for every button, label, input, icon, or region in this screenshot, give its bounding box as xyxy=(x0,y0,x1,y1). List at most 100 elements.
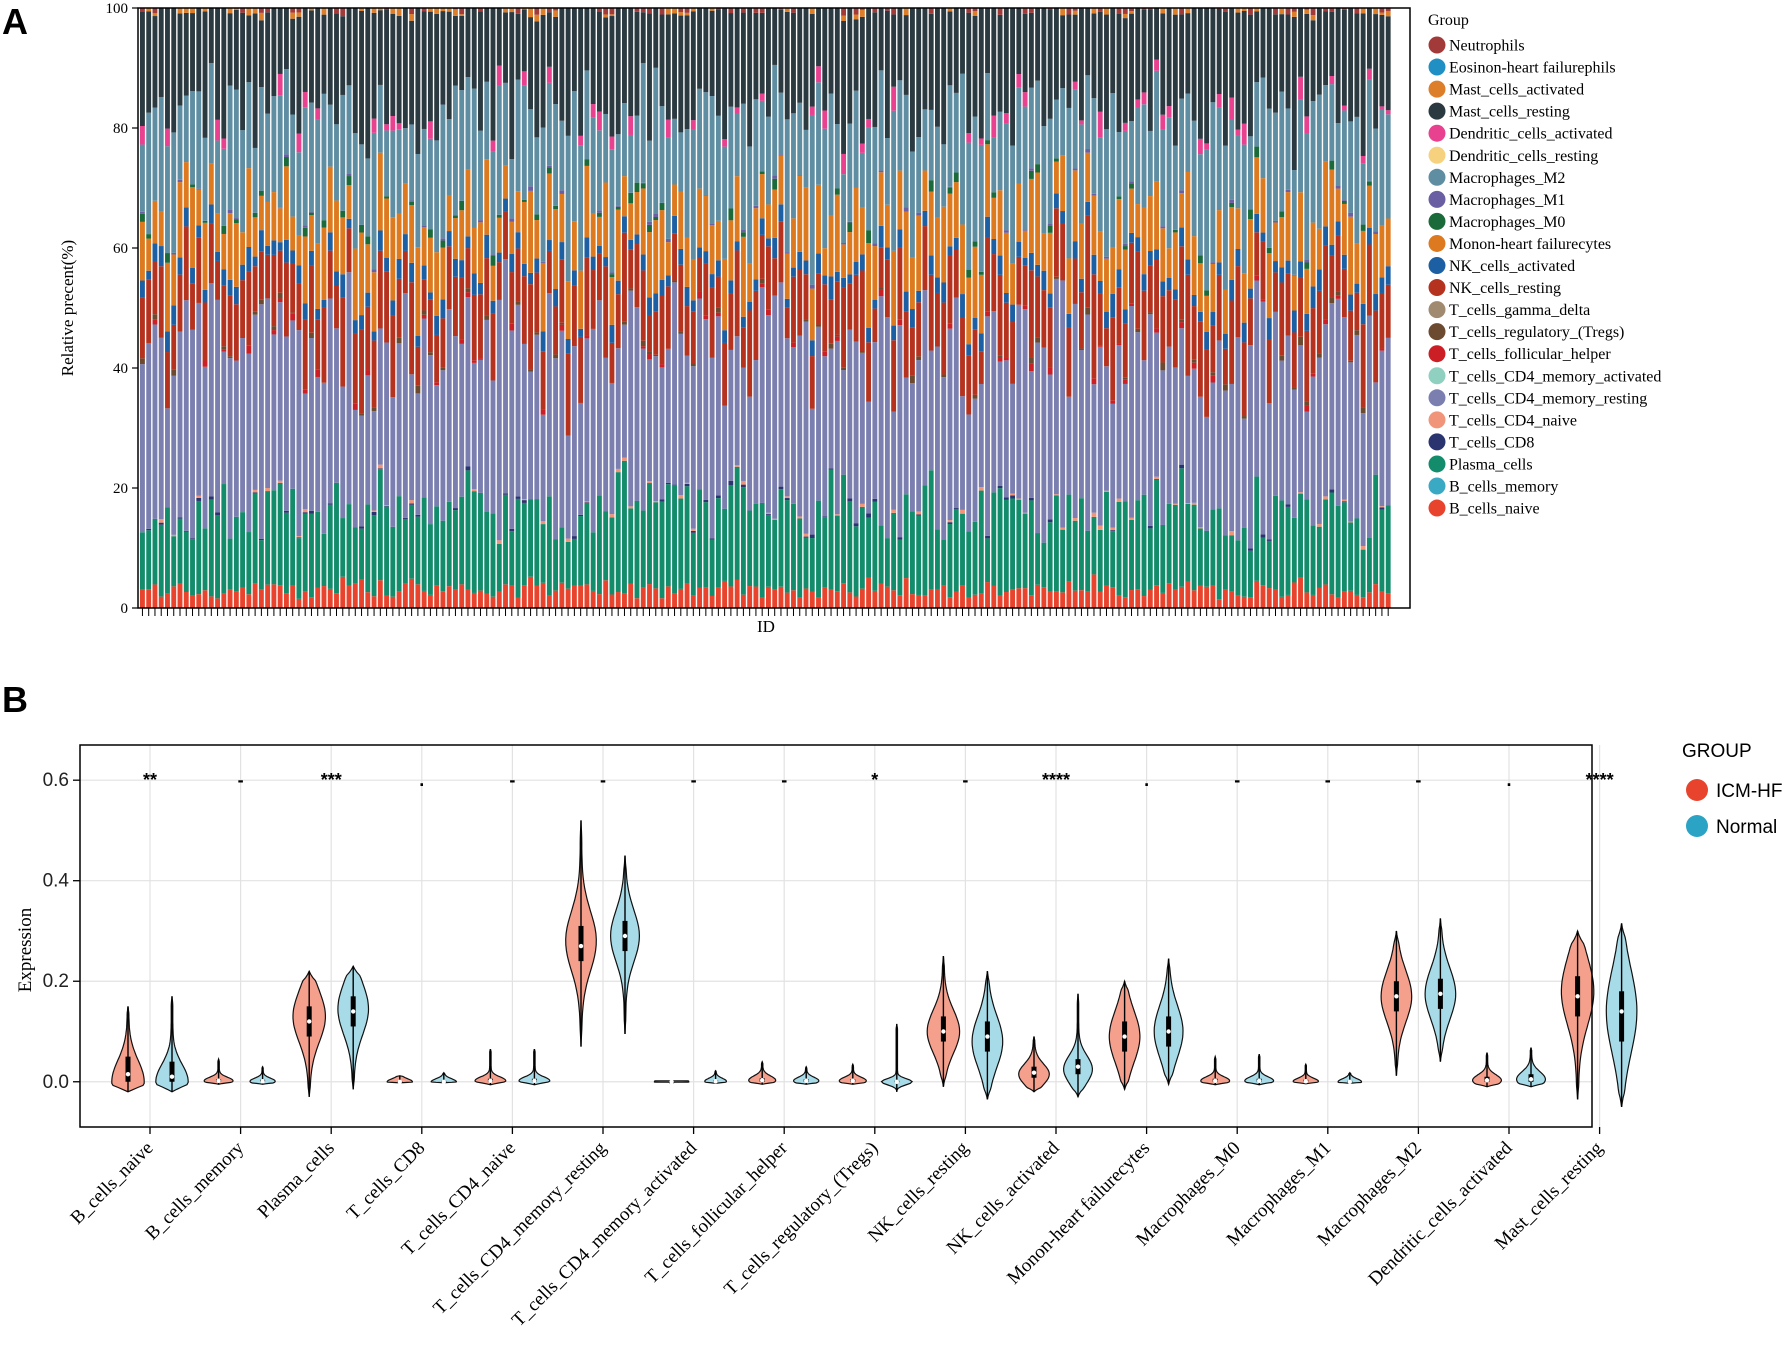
bar-segment xyxy=(1160,524,1166,593)
violin-median xyxy=(713,1079,718,1084)
bar-segment xyxy=(1035,584,1041,608)
bar-segment xyxy=(340,518,346,577)
bar-segment xyxy=(753,290,759,361)
bar-segment xyxy=(384,506,390,507)
bar-segment xyxy=(571,346,577,537)
violin xyxy=(565,820,597,1047)
bar-segment xyxy=(196,302,202,496)
bar-segment xyxy=(578,8,584,136)
bar-segment xyxy=(653,354,659,357)
bar-segment xyxy=(484,258,490,316)
violin-box xyxy=(125,1056,131,1082)
bar-segment xyxy=(747,263,753,302)
sample-bar xyxy=(1035,8,1041,608)
bar-segment xyxy=(647,224,652,233)
bar-segment xyxy=(1329,8,1335,12)
bar-segment xyxy=(640,587,646,608)
y-axis-label: Expression xyxy=(15,907,36,992)
bar-segment xyxy=(960,8,965,74)
violin-median xyxy=(760,1078,765,1083)
bar-segment xyxy=(922,210,928,227)
bar-segment xyxy=(972,246,978,318)
bar-segment xyxy=(1335,235,1341,292)
sample-bar xyxy=(628,8,634,608)
bar-segment xyxy=(978,351,984,384)
bar-segment xyxy=(1216,599,1222,608)
bar-segment xyxy=(571,585,577,608)
bar-segment xyxy=(553,306,559,355)
bar-segment xyxy=(384,257,390,272)
bar-segment xyxy=(690,258,696,301)
bar-segment xyxy=(615,468,621,473)
bar-segment xyxy=(171,324,177,370)
bar-segment xyxy=(1248,136,1253,210)
bar-segment xyxy=(1053,8,1059,100)
bar-segment xyxy=(1166,290,1172,347)
bar-segment xyxy=(309,265,314,333)
sample-bar xyxy=(290,8,296,608)
bar-segment xyxy=(434,585,440,608)
bar-segment xyxy=(584,338,590,502)
bar-segment xyxy=(722,146,728,259)
sample-bar xyxy=(1354,8,1360,608)
sample-bar xyxy=(327,8,333,608)
bar-segment xyxy=(1373,310,1379,383)
bar-segment xyxy=(1229,8,1235,98)
bar-segment xyxy=(753,586,759,608)
bar-segment xyxy=(960,396,965,510)
bar-segment xyxy=(409,578,415,608)
bar-segment xyxy=(1285,335,1291,505)
y-axis-ticks: 0.00.20.40.6 xyxy=(43,770,80,1093)
bar-segment xyxy=(571,8,577,92)
bar-segment xyxy=(340,8,346,17)
bar-segment xyxy=(978,271,984,275)
bar-segment xyxy=(290,313,296,321)
violin-median xyxy=(894,1079,899,1084)
bar-segment xyxy=(1348,310,1354,361)
bar-segment xyxy=(1304,268,1310,314)
violin xyxy=(518,1048,551,1086)
bar-segment xyxy=(1179,322,1185,329)
bar-segment xyxy=(1279,14,1285,92)
sample-bar xyxy=(928,8,934,608)
bar-segment xyxy=(1204,586,1210,608)
significance-label: ** xyxy=(143,770,157,790)
bar-segment xyxy=(196,225,202,238)
bar-segment xyxy=(1360,413,1366,547)
bar-segment xyxy=(1104,491,1109,586)
bar-segment xyxy=(903,207,909,212)
bar-segment xyxy=(709,8,715,11)
panel-a-frame xyxy=(137,7,1411,609)
bar-segment xyxy=(1147,8,1153,10)
sample-bar xyxy=(797,8,803,608)
bar-segment xyxy=(935,8,940,127)
bar-segment xyxy=(734,465,740,467)
bar-segment xyxy=(171,586,177,608)
bar-segment xyxy=(1010,263,1016,305)
bar-segment xyxy=(321,382,327,534)
sample-bar xyxy=(140,8,145,608)
bar-segment xyxy=(146,528,152,531)
legend-swatch xyxy=(1428,345,1446,363)
bar-segment xyxy=(152,518,158,585)
bar-segment xyxy=(503,165,508,199)
bar-segment xyxy=(421,265,427,280)
bar-segment xyxy=(1360,324,1366,408)
bar-segment xyxy=(1191,502,1197,505)
bar-segment xyxy=(1135,99,1141,108)
bar-segment xyxy=(365,236,371,245)
bar-segment xyxy=(1053,495,1059,592)
bar-segment xyxy=(1354,116,1360,244)
bar-segment xyxy=(1104,256,1109,259)
bar-segment xyxy=(1254,82,1260,147)
bar-segment xyxy=(1266,318,1272,340)
bar-segment xyxy=(740,316,746,328)
bar-segment xyxy=(697,257,703,292)
bar-segment xyxy=(246,353,252,533)
bar-segment xyxy=(1135,500,1141,590)
bar-segment xyxy=(953,237,959,250)
bar-segment xyxy=(240,280,246,339)
bar-segment xyxy=(603,8,609,15)
bar-segment xyxy=(728,280,734,294)
bar-segment xyxy=(509,8,515,13)
